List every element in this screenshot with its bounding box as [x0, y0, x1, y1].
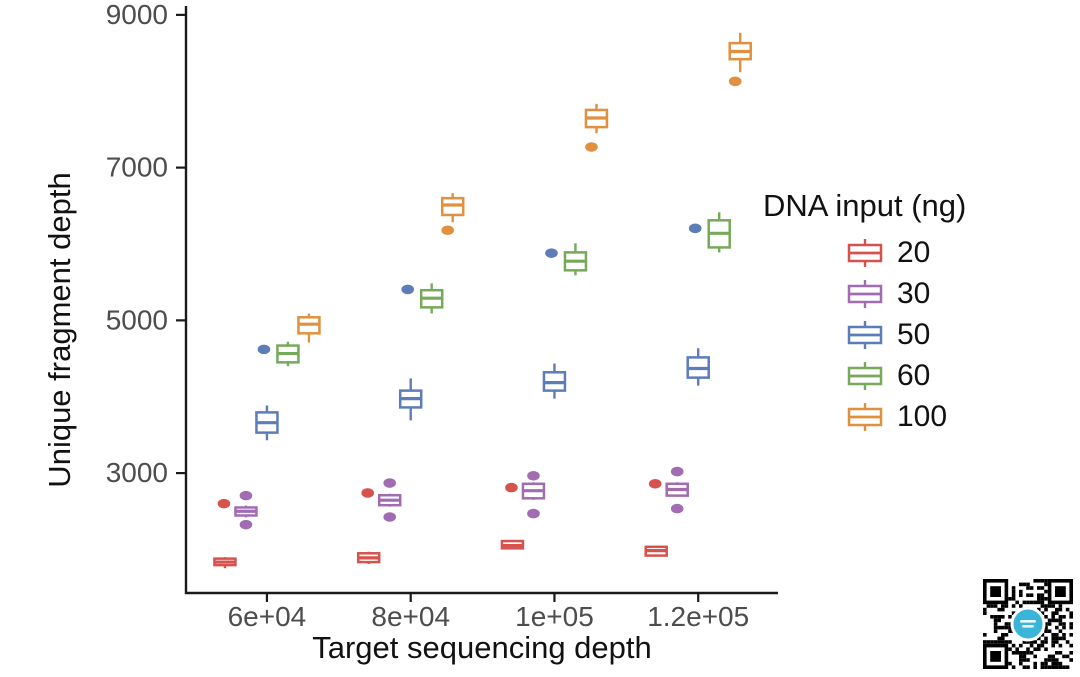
outlier-point: [505, 482, 518, 493]
series-30: [234, 466, 689, 530]
legend-item-60: 60: [763, 355, 966, 396]
outlier-point: [527, 508, 540, 519]
legend-item-30: 30: [763, 273, 966, 314]
boxplot-box-30-80000: [377, 478, 402, 522]
legend-key-boxplot-icon: [847, 320, 883, 349]
outlier-point: [670, 503, 684, 514]
legend-item-label: 100: [897, 399, 948, 433]
legend-item-label: 50: [897, 317, 931, 351]
series-60: [276, 212, 731, 367]
outlier-point: [648, 478, 662, 489]
axes: 3000 5000 7000 9000 6e+04 8e+04 1e+05 1.2e+05: [106, 0, 778, 632]
boxplot-box-20-120000: [644, 478, 668, 557]
boxplot-box-60-120000: [707, 212, 731, 253]
outlier-point: [239, 519, 253, 530]
boxplot-box-60-80000: [419, 283, 444, 314]
legend-item-20: 20: [763, 232, 966, 273]
boxplot-box-30-120000: [665, 466, 689, 514]
y-tick-label: 5000: [106, 304, 168, 335]
outlier-point: [383, 478, 396, 488]
boxplot-box-100-60000: [297, 313, 321, 343]
outlier-point: [728, 76, 742, 87]
outlier-point: [401, 284, 414, 295]
legend-key-boxplot-icon: [847, 238, 883, 267]
boxplot-box-50-100000: [542, 248, 567, 399]
legend-item-100: 100: [763, 396, 966, 437]
boxplot-box-60-100000: [563, 243, 588, 276]
outlier-point: [688, 223, 702, 234]
legend-item-label: 20: [897, 235, 931, 269]
boxplot-box-60-60000: [276, 341, 300, 367]
outlier-point: [585, 142, 598, 152]
outlier-point: [545, 248, 558, 258]
boxplot-box-50-80000: [398, 284, 423, 421]
qr-code: [980, 576, 1076, 672]
series-50: [255, 223, 710, 441]
legend-key-boxplot-icon: [847, 402, 883, 431]
series-100: [297, 32, 752, 343]
boxplot-box-50-120000: [686, 223, 710, 386]
legend-item-label: 30: [897, 276, 931, 310]
outlier-point: [383, 512, 396, 522]
boxplot-box-50-60000: [255, 344, 279, 441]
outlier-point: [670, 466, 684, 477]
qr-center-logo: [1010, 606, 1046, 642]
legend-title: DNA input (ng): [763, 188, 967, 223]
x-axis-title: Target sequencing depth: [312, 630, 652, 665]
boxplot-box-20-80000: [356, 488, 381, 564]
y-tick-label: 9000: [106, 0, 168, 30]
legend-items: 20 30 50 60 100: [763, 232, 966, 437]
legend-item-50: 50: [763, 314, 966, 355]
outlier-point: [239, 490, 253, 501]
legend-key-boxplot-icon: [847, 361, 883, 390]
boxplot-box-100-120000: [728, 32, 752, 87]
boxplot-box-100-100000: [584, 103, 609, 152]
boxplot-box-20-60000: [213, 498, 237, 569]
x-tick-label: 6e+04: [228, 601, 307, 632]
outlier-point: [217, 498, 231, 509]
outlier-point: [361, 488, 374, 498]
outlier-point: [257, 344, 271, 355]
y-tick-label: 3000: [106, 457, 168, 488]
boxplot-box-100-80000: [440, 193, 465, 236]
x-tick-label: 1.2e+05: [647, 601, 749, 632]
boxplot-box-30-100000: [521, 470, 546, 519]
series-20: [213, 478, 668, 569]
y-tick-label: 7000: [106, 152, 168, 183]
legend-item-label: 60: [897, 358, 931, 392]
legend-key-boxplot-icon: [847, 279, 883, 308]
x-tick-label: 8e+04: [371, 601, 450, 632]
outlier-point: [527, 470, 540, 481]
outlier-point: [441, 225, 454, 236]
boxplot-box-20-100000: [500, 482, 525, 550]
boxplot-box-30-60000: [234, 490, 258, 530]
x-tick-label: 1e+05: [515, 601, 594, 632]
y-axis-title: Unique fragment depth: [42, 172, 77, 488]
legend: DNA input (ng) 20 30 50 60 100: [763, 188, 966, 437]
